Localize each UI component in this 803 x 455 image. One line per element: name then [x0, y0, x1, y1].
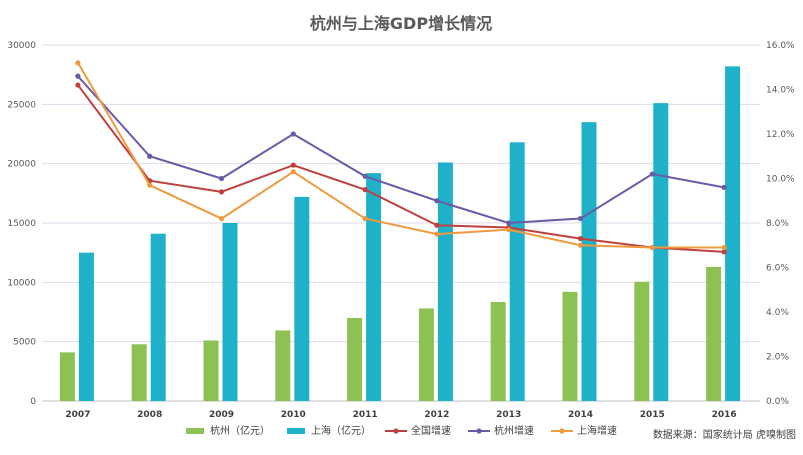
bar-hangzhou [59, 352, 75, 401]
point-hangzhou-growth [218, 175, 225, 182]
right-tick-label: 6.0% [766, 264, 789, 274]
point-hangzhou-growth [506, 220, 512, 226]
legend-swatch [186, 428, 204, 434]
line-shanghai-growth [77, 62, 725, 249]
point-shanghai-growth [577, 242, 584, 248]
bar-shanghai [78, 252, 94, 401]
bar-hangzhou [706, 266, 722, 401]
left-tick-label: 5000 [13, 338, 36, 348]
bar-shanghai [581, 122, 597, 401]
x-tick-label: 2013 [496, 410, 521, 420]
bar-hangzhou [131, 344, 147, 401]
right-tick-label: 4.0% [766, 308, 789, 318]
bar-shanghai [725, 66, 741, 402]
bar-shanghai [437, 162, 453, 401]
legend-marker [393, 428, 399, 434]
legend-swatch [287, 428, 305, 434]
grid-lines [42, 44, 760, 402]
left-axis-ticks: 0 5000 10000 15000 20000 25000 30000 [7, 41, 36, 407]
point-hangzhou-growth [290, 131, 296, 137]
bar-hangzhou [203, 340, 219, 401]
point-national-growth [434, 222, 440, 228]
x-tick-label: 2008 [137, 410, 162, 420]
legend-label: 杭州增速 [494, 424, 534, 437]
point-shanghai-growth [649, 244, 655, 251]
right-tick-label: 14.0% [766, 86, 795, 96]
bar-series-group [59, 66, 741, 402]
point-shanghai-growth [290, 169, 296, 175]
legend-label: 全国增速 [411, 424, 451, 437]
bar-shanghai [222, 223, 238, 401]
point-shanghai-growth [721, 244, 727, 251]
point-shanghai-growth [218, 215, 225, 222]
right-tick-label: 16.0% [766, 41, 795, 51]
x-tick-label: 2010 [281, 410, 306, 420]
left-tick-label: 25000 [7, 100, 36, 110]
right-tick-label: 2.0% [766, 353, 789, 363]
x-tick-label: 2011 [353, 410, 378, 420]
right-tick-label: 0.0% [766, 397, 789, 407]
bar-shanghai [653, 103, 669, 401]
point-hangzhou-growth [147, 153, 153, 159]
legend-label: 上海（亿元） [311, 424, 371, 437]
x-tick-label: 2014 [568, 410, 593, 420]
bar-hangzhou [634, 281, 650, 401]
bar-shanghai [366, 173, 382, 401]
line-national-growth [77, 84, 725, 253]
right-tick-label: 8.0% [766, 219, 789, 229]
point-national-growth [577, 235, 584, 242]
bar-hangzhou [347, 317, 363, 401]
point-shanghai-growth [75, 60, 81, 66]
x-tick-label: 2012 [424, 410, 449, 420]
legend-label: 杭州（亿元） [210, 424, 270, 437]
bar-shanghai [509, 142, 525, 401]
point-hangzhou-growth [577, 215, 584, 222]
point-hangzhou-growth [721, 184, 727, 190]
bar-hangzhou [275, 330, 291, 401]
source-note: 数据来源：国家统计局 虎嗅制图 [653, 428, 796, 441]
left-tick-label: 15000 [7, 219, 36, 229]
x-axis-ticks: 2007 2008 2009 2010 2011 2012 2013 2014 2015 2016 [65, 410, 736, 420]
legend-marker [476, 428, 482, 434]
line-hangzhou-growth [77, 75, 725, 225]
right-tick-label: 12.0% [766, 130, 795, 140]
point-national-growth [218, 189, 225, 195]
point-hangzhou-growth [434, 198, 440, 204]
bar-shanghai [294, 196, 310, 401]
x-tick-label: 2015 [640, 410, 665, 420]
bar-hangzhou [418, 308, 434, 401]
left-tick-label: 10000 [7, 278, 36, 288]
point-national-growth [362, 187, 368, 193]
point-hangzhou-growth [649, 171, 655, 177]
point-shanghai-growth [362, 215, 368, 222]
line-series-group [75, 60, 727, 255]
right-tick-label: 10.0% [766, 175, 795, 185]
point-shanghai-growth [147, 182, 153, 188]
point-shanghai-growth [434, 231, 440, 237]
legend-marker [559, 428, 565, 434]
point-national-growth [721, 249, 727, 255]
legend: 杭州（亿元） 上海（亿元） 全国增速 杭州增速 上海增速 [186, 424, 617, 437]
bar-hangzhou [490, 302, 506, 401]
bar-hangzhou [562, 291, 578, 401]
bar-shanghai [150, 233, 166, 401]
legend-label: 上海增速 [577, 424, 617, 437]
right-axis-ticks: 0.0% 2.0% 4.0% 6.0% 8.0% 10.0% 12.0% 14.0% 16.0% [766, 41, 795, 407]
left-tick-label: 30000 [7, 41, 36, 51]
x-tick-label: 2007 [65, 410, 90, 420]
point-national-growth [290, 162, 296, 168]
x-tick-label: 2016 [712, 410, 737, 420]
point-hangzhou-growth [362, 173, 368, 179]
point-hangzhou-growth [75, 73, 81, 79]
left-tick-label: 20000 [7, 160, 36, 170]
x-tick-label: 2009 [209, 410, 234, 420]
left-tick-label: 0 [30, 397, 36, 407]
chart-title: 杭州与上海GDP增长情况 [310, 14, 492, 33]
point-shanghai-growth [506, 227, 512, 233]
point-national-growth [75, 82, 81, 88]
